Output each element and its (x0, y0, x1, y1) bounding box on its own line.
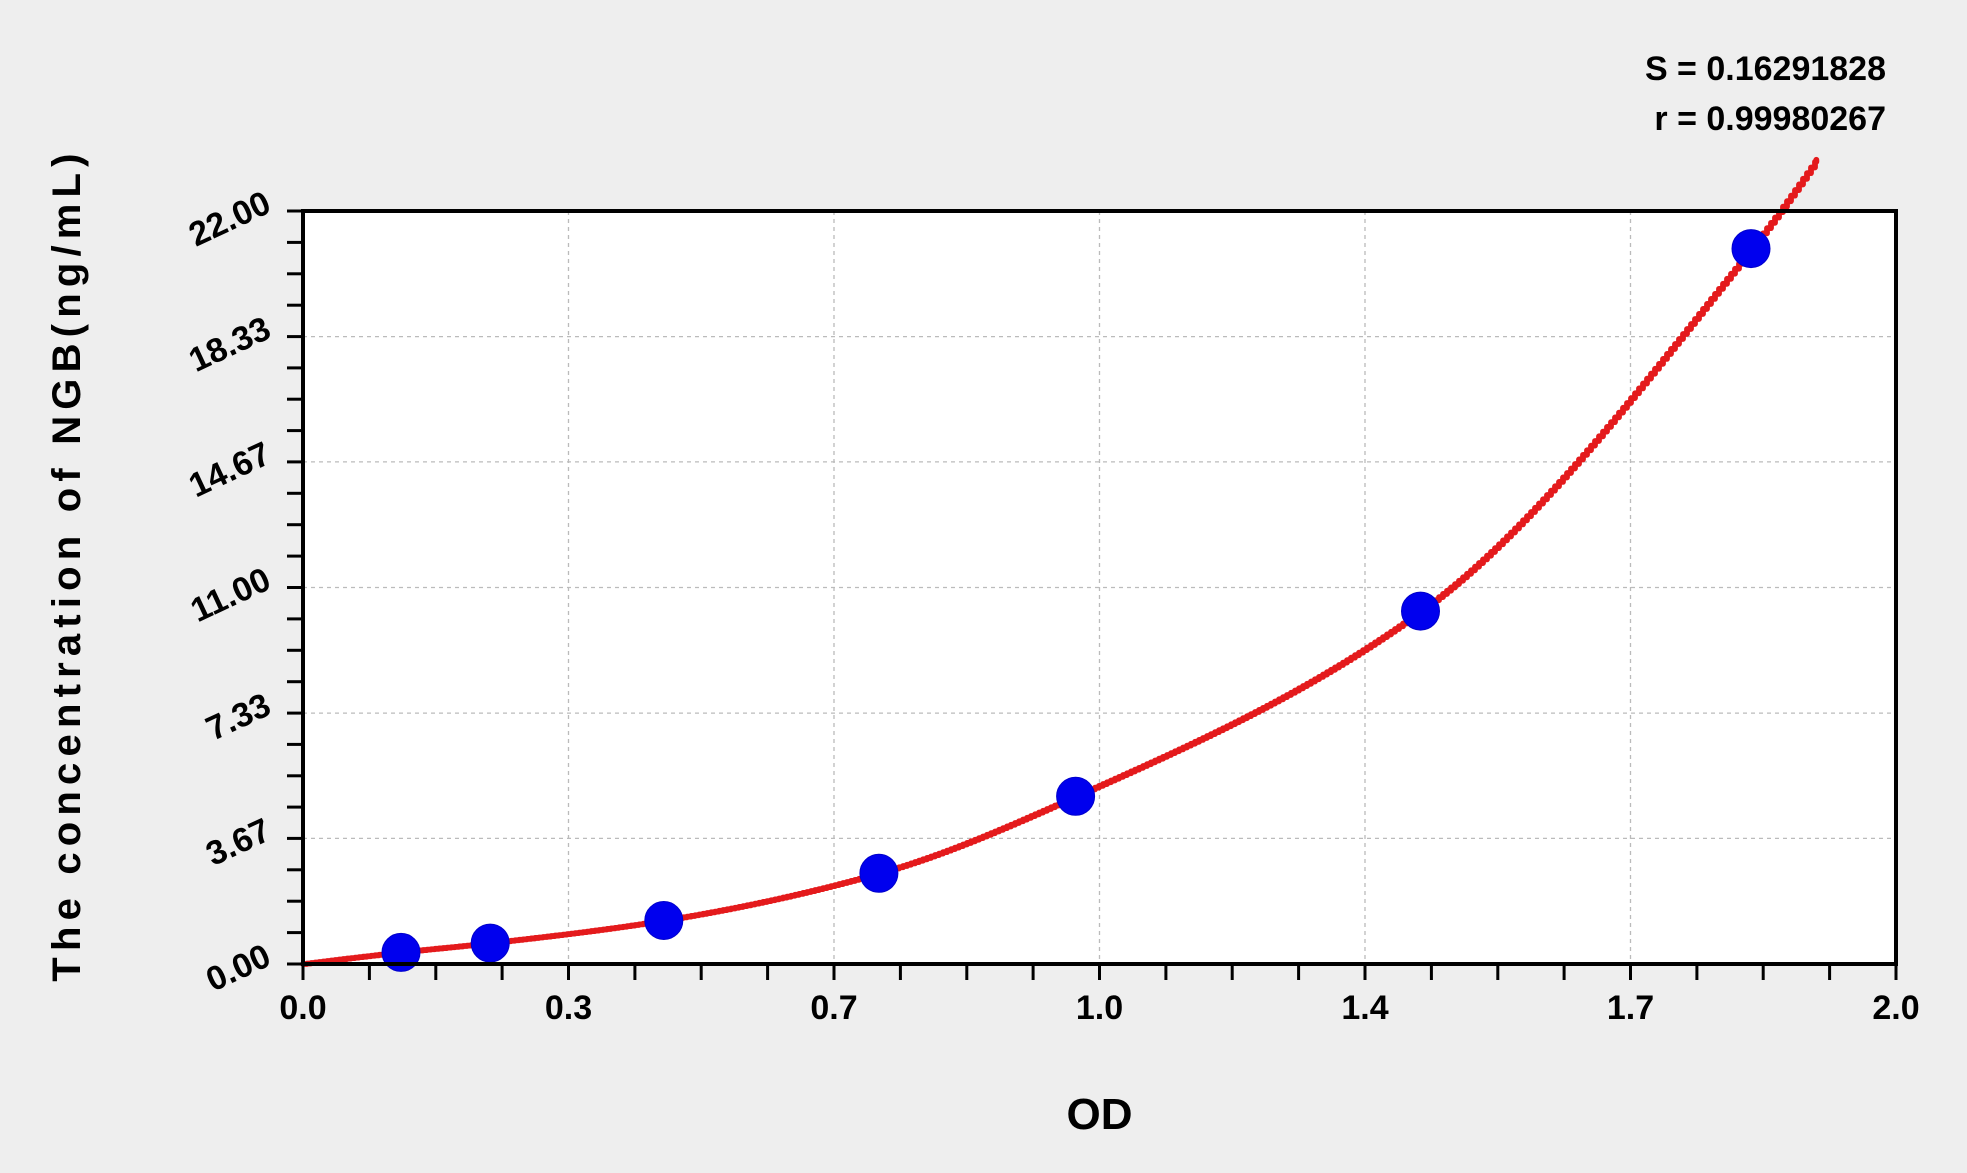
svg-text:1.7: 1.7 (1607, 989, 1654, 1027)
svg-text:1.4: 1.4 (1341, 989, 1388, 1027)
svg-text:0.3: 0.3 (545, 989, 592, 1027)
svg-text:0.7: 0.7 (810, 989, 857, 1027)
svg-text:0.0: 0.0 (279, 989, 326, 1027)
svg-text:2.0: 2.0 (1872, 989, 1919, 1027)
svg-text:OD: OD (1067, 1090, 1133, 1139)
svg-text:The concentration of NGB(ng/mL: The concentration of NGB(ng/mL) (45, 147, 89, 981)
svg-text:1.0: 1.0 (1076, 989, 1123, 1027)
svg-text:S = 0.16291828: S = 0.16291828 (1645, 50, 1886, 88)
svg-text:r = 0.99980267: r = 0.99980267 (1654, 100, 1886, 138)
